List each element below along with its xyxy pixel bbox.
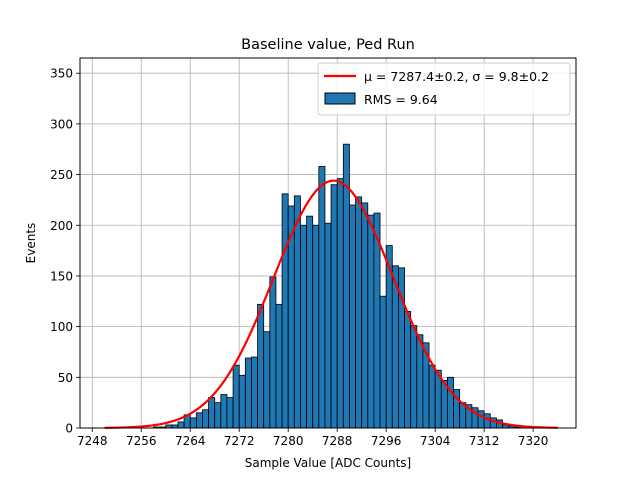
y-axis-label: Events — [24, 223, 38, 264]
legend-hist-label: RMS = 9.64 — [364, 92, 438, 107]
histogram-bar: 7290: 220 — [349, 204, 356, 429]
y-tick-label: 250 — [50, 168, 73, 182]
legend: μ = 7287.4±0.2, σ = 9.8±0.2 RMS = 9.64 — [317, 62, 571, 116]
x-axis-ticks: 7248 7256 7264 7272 7280 7288 7296 7304 7312 7320 — [77, 428, 548, 448]
x-tick-label: 7320 — [518, 434, 549, 448]
legend-box — [317, 62, 571, 116]
x-tick-label: 7312 — [469, 434, 500, 448]
histogram-bar: 7276: 95 — [263, 331, 271, 429]
histogram-bars: 7258: 17259: 17260: 37261: 37262: 67263:… — [153, 143, 522, 429]
histogram-bar: 7303: 62 — [428, 364, 436, 429]
histogram-bar: 7295: 130 — [379, 295, 387, 429]
histogram-bar: 7287: 240 — [330, 184, 338, 429]
y-tick-label: 300 — [50, 117, 73, 131]
histogram-bar: 7272: 52 — [238, 374, 246, 429]
y-tick-label: 150 — [50, 269, 73, 283]
x-tick-label: 7264 — [175, 434, 206, 448]
x-tick-label: 7304 — [420, 434, 451, 448]
y-tick-label: 100 — [50, 320, 73, 334]
histogram-bar: 7266: 18 — [202, 409, 209, 429]
histogram-bar: 7306: 50 — [447, 376, 454, 429]
histogram-bar: 7267: 30 — [208, 397, 216, 429]
histogram-bar: 7269: 33 — [220, 394, 228, 429]
histogram-bar: 7279: 231 — [281, 193, 289, 429]
y-tick-label: 200 — [50, 219, 73, 233]
x-tick-label: 7288 — [322, 434, 353, 448]
histogram-bar: 7301: 92 — [416, 334, 424, 429]
histogram-bar: 7270: 30 — [226, 397, 234, 429]
x-axis-label: Sample Value [ADC Counts] — [245, 456, 411, 470]
histogram-bar: 7293: 210 — [367, 214, 375, 429]
y-axis-ticks: 0 50 100 150 200 250 300 350 — [50, 67, 80, 436]
y-tick-label: 350 — [50, 67, 73, 81]
x-tick-label: 7296 — [371, 434, 402, 448]
histogram-bar: 7278: 122 — [275, 303, 283, 429]
histogram-bar: 7284: 200 — [312, 224, 320, 429]
x-tick-label: 7280 — [273, 434, 304, 448]
histogram-bar: 7265: 15 — [195, 412, 203, 429]
histogram-bar: 7292: 222 — [361, 202, 369, 429]
histogram-bar: 7286: 202 — [324, 222, 332, 429]
chart-title: Baseline value, Ped Run — [241, 37, 415, 53]
x-tick-label: 7248 — [77, 434, 108, 448]
plot-frame — [79, 57, 577, 429]
histogram-bar: 7275: 122 — [257, 303, 265, 429]
histogram-bar: 7277: 149 — [269, 276, 277, 429]
legend-hist-patch — [324, 92, 356, 105]
histogram-bar: 7273: 69 — [244, 357, 252, 429]
histogram-bar: 7283: 209 — [306, 215, 314, 429]
x-tick-label: 7256 — [126, 434, 157, 448]
histogram-bar: 7281: 229 — [293, 195, 301, 429]
histogram-bar: 7268: 25 — [214, 402, 222, 429]
y-tick-label: 0 — [65, 422, 73, 436]
histogram-bar: 7264: 10 — [189, 417, 197, 429]
histogram-bar: 7274: 70 — [251, 356, 258, 429]
histogram-bar: 7300: 101 — [410, 325, 418, 429]
fit-curve-layer — [104, 179, 558, 429]
legend-fit-label: μ = 7287.4±0.2, σ = 9.8±0.2 — [364, 69, 549, 84]
histogram-bar: 7288: 246 — [336, 178, 344, 429]
histogram-bar: 7282: 200 — [300, 224, 307, 429]
histogram-bar: 7271: 62 — [232, 364, 240, 429]
x-tick-label: 7272 — [224, 434, 255, 448]
histogram-bar: 7291: 228 — [355, 196, 363, 429]
histogram-bar: 7312: 14 — [483, 413, 491, 429]
histogram-bar: 7299: 115 — [404, 311, 412, 429]
histogram-bar: 7285: 258 — [318, 166, 326, 429]
y-tick-label: 50 — [58, 371, 73, 385]
gaussian-fit-curve — [104, 179, 558, 429]
histogram-bar: 7262: 6 — [177, 421, 185, 429]
histogram-bar: 7311: 17 — [477, 410, 485, 429]
